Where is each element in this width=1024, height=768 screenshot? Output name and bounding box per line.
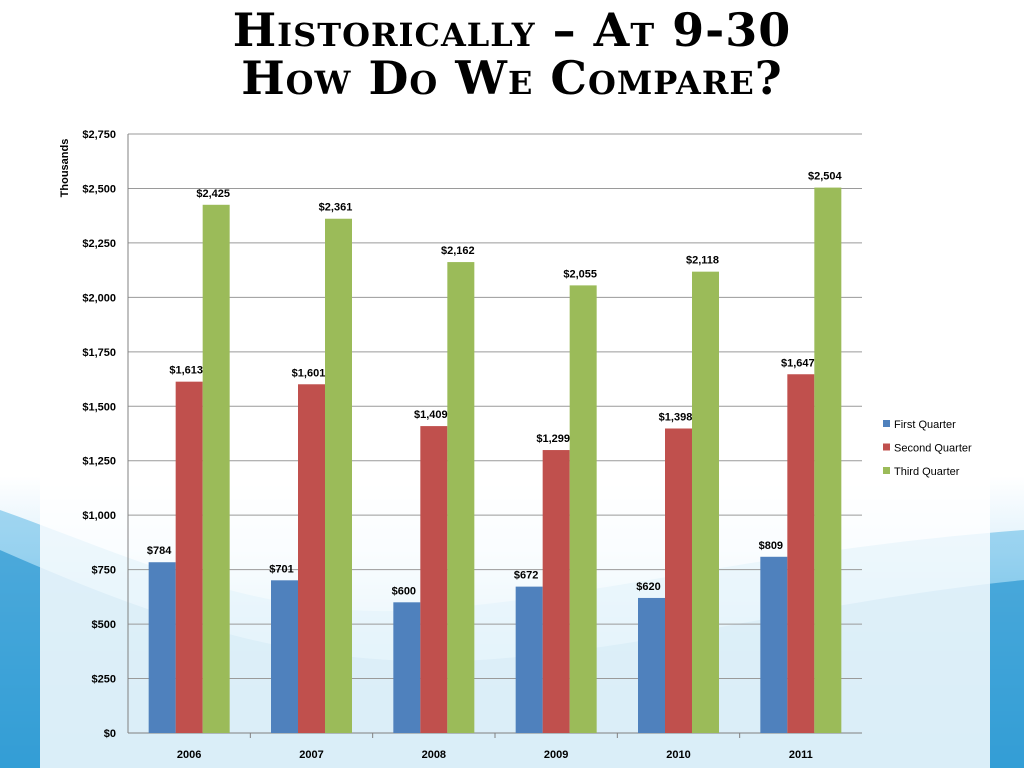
data-label: $1,299 [536, 433, 570, 445]
bar [787, 374, 815, 733]
bar [447, 262, 475, 733]
data-label: $2,504 [808, 171, 843, 183]
data-label: $1,601 [292, 367, 326, 379]
x-tick-label: 2011 [789, 749, 813, 761]
gridlines [127, 133, 862, 738]
bar [298, 384, 325, 733]
data-label: $809 [759, 540, 783, 552]
x-tick-label: 2007 [299, 749, 323, 761]
data-label: $2,055 [563, 268, 597, 280]
data-label: $2,361 [319, 202, 353, 214]
bar [148, 562, 176, 733]
data-label: $600 [392, 585, 416, 597]
y-tick-label: $250 [92, 674, 116, 686]
bar [325, 218, 352, 734]
bar [692, 271, 719, 733]
bar [202, 204, 230, 734]
y-tick-label: $1,750 [82, 347, 116, 359]
bar [515, 586, 543, 733]
legend-swatch [883, 443, 890, 451]
y-axis-tick-labels: $0 $250 $500 $750 $1,000 $1,250 $1,500 $1,750 $2… [82, 129, 116, 740]
bar [420, 426, 448, 733]
data-label: $1,647 [781, 357, 815, 369]
data-label: $620 [636, 581, 660, 593]
bar [542, 450, 570, 733]
legend: First Quarter Second Quarter Third Quarter [883, 419, 972, 478]
data-label: $2,162 [441, 245, 475, 257]
y-tick-label: $750 [92, 565, 116, 577]
data-label: $784 [147, 545, 172, 557]
data-label: $1,398 [659, 411, 693, 423]
bar [814, 187, 842, 734]
x-axis-tick-labels: 2006 2007 2008 2009 2010 2011 [177, 749, 813, 761]
y-tick-label: $2,500 [82, 183, 116, 195]
x-tick-label: 2008 [422, 749, 446, 761]
bar [638, 597, 665, 733]
y-tick-label: $1,250 [82, 456, 116, 468]
bar [569, 285, 597, 733]
slide-title: Historically – At 9-30 How Do We Compare… [0, 6, 1024, 102]
legend-label: Second Quarter [894, 443, 972, 455]
slide-title-line-2: How Do We Compare? [241, 51, 783, 105]
legend-label: First Quarter [894, 419, 956, 431]
bar [175, 381, 203, 733]
bar [271, 580, 298, 733]
data-label: $1,613 [169, 365, 203, 377]
bar [665, 428, 692, 733]
legend-swatch [883, 467, 890, 474]
data-label: $1,409 [414, 409, 448, 421]
bar [760, 556, 788, 733]
y-axis-title: Thousands [59, 139, 71, 198]
data-label: $2,425 [196, 188, 230, 200]
data-label: $672 [514, 570, 538, 582]
y-tick-label: $0 [104, 728, 116, 740]
y-tick-label: $2,750 [82, 129, 116, 141]
legend-swatch [883, 420, 890, 427]
y-tick-label: $2,000 [82, 292, 116, 304]
y-tick-label: $1,500 [82, 401, 116, 413]
y-tick-label: $500 [92, 619, 116, 631]
x-tick-label: 2006 [177, 749, 201, 761]
data-labels: $784 $1,613 $2,425 $701 $1,601 $2,361 $600 $1,4… [147, 171, 843, 598]
data-label: $2,118 [686, 255, 719, 267]
bars [148, 187, 842, 734]
y-tick-label: $1,000 [82, 510, 116, 522]
y-tick-label: $2,250 [82, 238, 116, 250]
x-tick-label: 2009 [544, 749, 568, 761]
data-label: $701 [269, 563, 293, 575]
legend-label: Third Quarter [894, 466, 960, 478]
bar [393, 602, 421, 733]
slide-title-line-1: Historically – At 9-30 [232, 3, 792, 57]
x-tick-label: 2010 [666, 749, 690, 761]
